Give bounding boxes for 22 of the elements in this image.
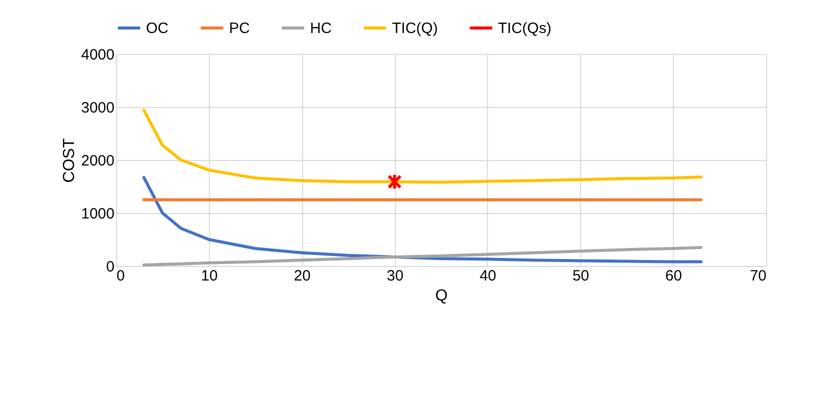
legend-label: PC	[229, 20, 250, 37]
x-tick-label: 30	[386, 268, 404, 284]
y-axis-title: COST	[61, 138, 78, 183]
x-tick-label: 0	[116, 268, 125, 284]
x-tick-label: 10	[201, 268, 218, 284]
x-axis-title: Q	[435, 288, 448, 304]
legend-label: OC	[146, 20, 169, 37]
legend-label: HC	[310, 20, 332, 37]
y-tick-label: 1000	[81, 206, 114, 222]
x-tick-label: 50	[572, 268, 590, 284]
y-tick-label: 4000	[81, 46, 114, 64]
line-series	[142, 176, 702, 264]
legend-label: TIC(Q)	[392, 20, 438, 37]
line-series	[142, 246, 702, 266]
legend-label: TIC(Qs)	[498, 20, 552, 37]
line-series	[142, 108, 702, 184]
y-tick-label: 2000	[81, 152, 114, 170]
y-tick-label: 3000	[81, 100, 114, 116]
x-tick-label: 60	[665, 268, 682, 284]
x-tick-label: 70	[750, 268, 766, 284]
x-tick-label: 20	[294, 268, 311, 284]
x-tick-label: 40	[480, 268, 496, 284]
